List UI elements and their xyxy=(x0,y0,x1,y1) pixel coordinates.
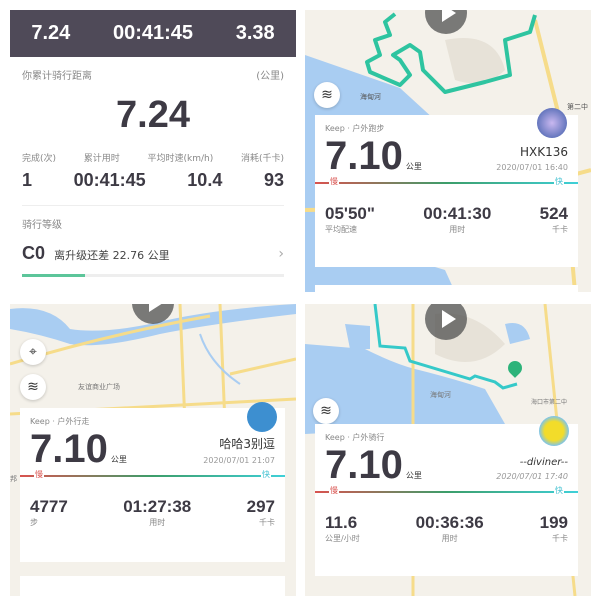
map-label: 邦 xyxy=(10,475,17,483)
stat-value: 00:36:36 xyxy=(415,513,484,532)
slow-label: 慢 xyxy=(34,469,44,480)
stat-label: 用时 xyxy=(149,518,166,527)
run-record-panel: 海甸河 ≋ Keep · 户外跑步 7.10 公里 HXK136 2020/07/0… xyxy=(305,10,591,292)
stat-label: 消耗(千卡) xyxy=(240,154,284,164)
distance-value: 7.10 xyxy=(30,427,108,471)
stat-label: 用时 xyxy=(449,225,466,234)
level-row[interactable]: C0 离升级还差 22.76 公里 › xyxy=(22,243,284,264)
user-avatar[interactable] xyxy=(247,402,277,432)
distance-unit: 公里 xyxy=(405,471,422,480)
stat-value: 524 xyxy=(539,204,568,223)
username: --diviner-- xyxy=(519,457,568,468)
activity-type: Keep · 户外跑步 xyxy=(325,124,385,133)
slow-label: 慢 xyxy=(329,485,339,496)
activity-date: 2020/07/01 17:40 xyxy=(496,472,568,481)
map-label: 第二中 xyxy=(567,103,588,111)
stat-value: 05'50" xyxy=(325,204,375,223)
username: 哈哈3别逗 xyxy=(219,437,275,451)
top-pace: 3.38 xyxy=(235,22,275,44)
layers-icon[interactable]: ≋ xyxy=(313,398,339,424)
riding-summary-panel: 7.24 00:41:45 3.38 你累计骑行距离 (公里) 7.24 完成(次… xyxy=(10,10,296,292)
layers-icon[interactable]: ≋ xyxy=(20,374,46,400)
layers-icon[interactable]: ≋ xyxy=(314,82,340,108)
stat-label: 用时 xyxy=(441,534,458,543)
stat-label: 累计用时 xyxy=(83,154,120,164)
stat-label: 千卡 xyxy=(258,518,275,527)
level-title: 骑行等级 xyxy=(22,205,284,231)
stat-value: 4777 xyxy=(30,497,68,516)
slow-label: 慢 xyxy=(329,176,339,187)
activity-card[interactable]: Keep · 户外骑行 7.10 公里 --diviner-- 2020/07/01… xyxy=(315,424,578,576)
map-label: 海甸河 xyxy=(430,391,451,399)
activity-date: 2020/07/01 21:07 xyxy=(203,456,275,465)
pace-gradient-bar: 慢快 xyxy=(315,176,578,187)
stat-label: 千卡 xyxy=(551,225,568,234)
level-text: 离升级还差 22.76 公里 xyxy=(54,249,170,262)
stat-label: 平均配速 xyxy=(325,225,357,234)
locate-icon[interactable]: ⌖ xyxy=(20,339,46,365)
total-distance-title: 你累计骑行距离 xyxy=(22,71,92,82)
user-avatar[interactable] xyxy=(539,416,569,446)
fast-label: 快 xyxy=(554,485,564,496)
stat-label: 千卡 xyxy=(551,534,568,543)
stat-value: 199 xyxy=(539,513,568,532)
map-label: 友谊商业广场 xyxy=(78,383,120,391)
activity-card[interactable]: Keep · 户外跑步 7.10 公里 HXK136 2020/07/01 16:4… xyxy=(315,115,578,267)
level-progress-bar xyxy=(22,274,284,277)
username: HXK136 xyxy=(519,145,568,159)
top-distance: 7.24 xyxy=(31,22,71,44)
map-label: 海口市第二中 xyxy=(531,399,568,406)
distance-value: 7.10 xyxy=(325,443,403,487)
stat-label: 平均时速(km/h) xyxy=(147,154,214,164)
unit-label: (公里) xyxy=(256,71,284,82)
split-card xyxy=(315,285,578,292)
level-progress-fill xyxy=(22,274,85,277)
distance-value: 7.10 xyxy=(325,134,403,178)
distance-unit: 公里 xyxy=(405,162,422,171)
stat-value: 93 xyxy=(263,170,284,190)
distance-unit: 公里 xyxy=(110,455,127,464)
stat-value: 11.6 xyxy=(325,513,358,532)
stat-label: 公里/小时 xyxy=(325,534,360,543)
activity-type: Keep · 户外行走 xyxy=(30,417,90,426)
stat-value: 1 xyxy=(22,170,33,190)
pace-gradient-bar: 慢快 xyxy=(315,485,578,496)
fast-label: 快 xyxy=(261,469,271,480)
stat-label: 步 xyxy=(30,518,38,527)
stat-value: 00:41:45 xyxy=(73,170,146,190)
stat-value: 01:27:38 xyxy=(123,497,192,516)
summary-top-bar: 7.24 00:41:45 3.38 xyxy=(10,10,296,57)
walk-record-panel: 友谊商业广场 邦 ⌖ ≋ Keep · 户外行走 7.10 公里 哈哈3别逗 202… xyxy=(10,304,296,596)
pace-gradient-bar: 慢快 xyxy=(20,469,285,480)
top-time: 00:41:45 xyxy=(112,22,194,44)
split-card xyxy=(20,576,285,596)
map-label: 海甸河 xyxy=(360,93,381,101)
stat-value: 10.4 xyxy=(187,170,223,190)
ride-record-panel: 海甸河 海口市第二中 ≋ Keep · 户外骑行 7.10 公里 --divine… xyxy=(305,304,591,596)
play-replay-button[interactable] xyxy=(425,304,467,340)
activity-card[interactable]: Keep · 户外行走 7.10 公里 哈哈3别逗 2020/07/01 21:07… xyxy=(20,408,285,562)
chevron-right-icon: › xyxy=(278,245,284,262)
activity-date: 2020/07/01 16:40 xyxy=(496,163,568,172)
user-avatar[interactable] xyxy=(537,108,567,138)
total-distance: 7.24 xyxy=(116,94,190,136)
activity-type: Keep · 户外骑行 xyxy=(325,433,385,442)
fast-label: 快 xyxy=(554,176,564,187)
stat-label: 完成(次) xyxy=(22,154,57,164)
level-badge: C0 xyxy=(22,243,46,263)
stat-value: 00:41:30 xyxy=(423,204,492,223)
play-replay-button[interactable] xyxy=(132,304,174,324)
stat-value: 297 xyxy=(246,497,275,516)
